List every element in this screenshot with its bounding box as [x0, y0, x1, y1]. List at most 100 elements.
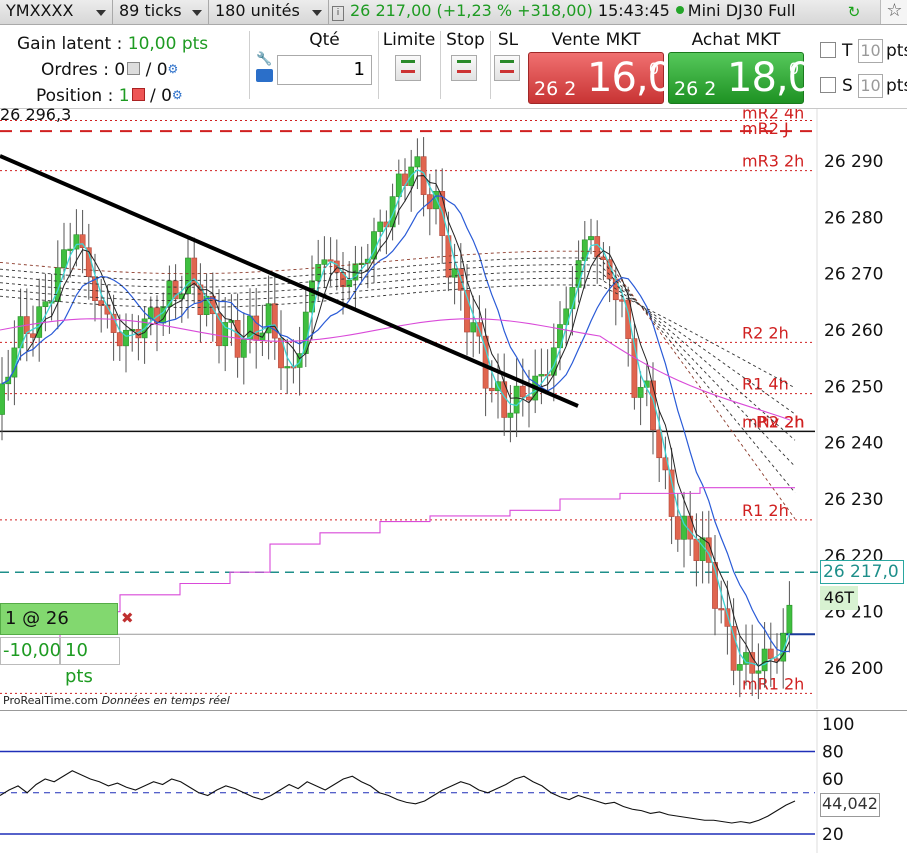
oscillator-panel[interactable]: 10080604020 44,042: [0, 710, 907, 853]
candle: [123, 329, 129, 347]
take-profit-unit: pts: [886, 41, 907, 61]
candle: [637, 387, 644, 398]
position-points: 10 pts: [60, 637, 120, 687]
candle: [519, 385, 526, 398]
close-position-icon[interactable]: [131, 88, 145, 101]
oscillator-tick-label: 20: [822, 825, 844, 845]
stop-input[interactable]: 10: [858, 74, 883, 98]
candle: [730, 626, 737, 671]
candle: [433, 191, 439, 210]
gear-icon[interactable]: ⚙: [171, 88, 183, 102]
sl-header: SL: [497, 30, 519, 50]
candle: [79, 234, 86, 249]
sell-market-button[interactable]: 26 2 16,0 0: [528, 52, 673, 104]
instrument-dropdown[interactable]: YMXXXX: [0, 0, 113, 24]
close-icon[interactable]: ✖: [121, 609, 134, 627]
candle: [222, 322, 229, 347]
candle: [414, 156, 421, 168]
oscillator-value-tag: 44,042: [820, 793, 880, 817]
gain-label: Gain latent :: [17, 34, 123, 54]
orders-sep[interactable]: / 0: [145, 60, 168, 80]
divider: [249, 31, 250, 99]
magenta-step-line: [0, 487, 795, 641]
gear-icon[interactable]: ⚙: [167, 62, 179, 76]
candle: [451, 268, 458, 278]
oscillator-canvas[interactable]: 10080604020: [0, 711, 907, 853]
buy-price-prefix: 26 2: [674, 78, 717, 100]
limit-header: Limite: [382, 30, 436, 50]
candle: [470, 322, 477, 333]
candle: [30, 333, 36, 338]
candle: [98, 300, 105, 306]
divider: [490, 31, 491, 99]
level-label: R2 2h: [742, 323, 789, 342]
position-pl: -10,00: [0, 637, 61, 665]
data-credit: ProRealTime.com Données en temps réel: [3, 694, 230, 707]
position-value[interactable]: 1: [118, 86, 130, 106]
candle: [309, 280, 315, 313]
y-tick-label: 26 240: [824, 434, 883, 454]
chart-high-value: 26 296,3: [0, 105, 72, 124]
price-chart-canvas[interactable]: 26 290 26 280 26 270 26 260 26 250 26 240 26 2…: [0, 109, 907, 709]
stop-loss-button[interactable]: [494, 55, 520, 81]
limit-order-button[interactable]: [395, 55, 421, 81]
candle: [767, 648, 774, 660]
candle: [724, 608, 731, 627]
take-profit-input[interactable]: 10: [858, 39, 883, 63]
candle: [253, 315, 260, 341]
gain-row: Gain latent : 10,00 pts: [17, 34, 208, 54]
y-tick-label: 26 200: [824, 659, 883, 679]
price-change: (+1,23 % +318,00): [436, 1, 593, 20]
quantity-field[interactable]: 1: [277, 55, 372, 85]
candle: [284, 366, 291, 369]
y-tick-label: 26 230: [824, 490, 883, 510]
buy-market-button[interactable]: 26 2 18,0 0: [668, 52, 813, 104]
star-icon[interactable]: ☆: [880, 0, 907, 24]
take-profit-checkbox[interactable]: [820, 42, 836, 58]
orders-value[interactable]: 0: [114, 60, 126, 80]
candle: [631, 338, 638, 398]
candle: [321, 259, 328, 265]
period-label: 89 ticks: [119, 1, 182, 20]
y-tick-label: 26 270: [824, 265, 883, 285]
refresh-icon[interactable]: ↻: [847, 3, 861, 21]
sell-price-prefix: 26 2: [534, 78, 577, 100]
orders-icon[interactable]: [127, 62, 141, 75]
candle: [699, 537, 706, 561]
instrument-toolbar: YMXXXX 89 ticks 180 unités i 26 217,00 (+…: [0, 0, 907, 25]
cyan-ma-line: [1, 168, 791, 667]
price-chart[interactable]: 26 290 26 280 26 270 26 260 26 250 26 240 26 2…: [0, 105, 907, 709]
candle: [216, 313, 222, 347]
candle: [488, 387, 495, 392]
period-dropdown[interactable]: 89 ticks: [113, 0, 209, 24]
wrench-icon[interactable]: 🔧: [256, 52, 273, 67]
divider: [378, 31, 379, 99]
envelope-line: [0, 270, 796, 441]
candle: [0, 383, 5, 415]
position-label: Position :: [36, 86, 114, 106]
candle: [507, 412, 514, 418]
level-label: mR3 2h: [742, 152, 804, 171]
level-label: mR1 2h: [742, 674, 804, 693]
stop-order-button[interactable]: [451, 55, 477, 81]
candle: [600, 256, 607, 260]
units-dropdown[interactable]: 180 unités: [209, 0, 329, 24]
take-profit-label: T: [842, 41, 853, 61]
level-label: mR2 J: [742, 119, 789, 138]
qty-header: Qté: [309, 30, 340, 50]
candle: [693, 538, 700, 561]
candle: [755, 670, 762, 674]
candle: [73, 234, 80, 250]
candle: [606, 259, 613, 280]
last-price: 26 217,00: [350, 1, 432, 20]
y-tick-label: 26 280: [824, 208, 883, 228]
candle: [315, 264, 322, 282]
candle: [116, 332, 123, 347]
info-icon[interactable]: i: [332, 6, 344, 21]
candle: [271, 303, 278, 339]
position-tag[interactable]: 1 @ 26 206,00: [0, 603, 118, 659]
keypad-icon[interactable]: [256, 69, 273, 82]
stop-checkbox[interactable]: [820, 77, 836, 93]
position-sep[interactable]: / 0: [149, 86, 172, 106]
level-label: mR2 4h: [742, 109, 804, 122]
